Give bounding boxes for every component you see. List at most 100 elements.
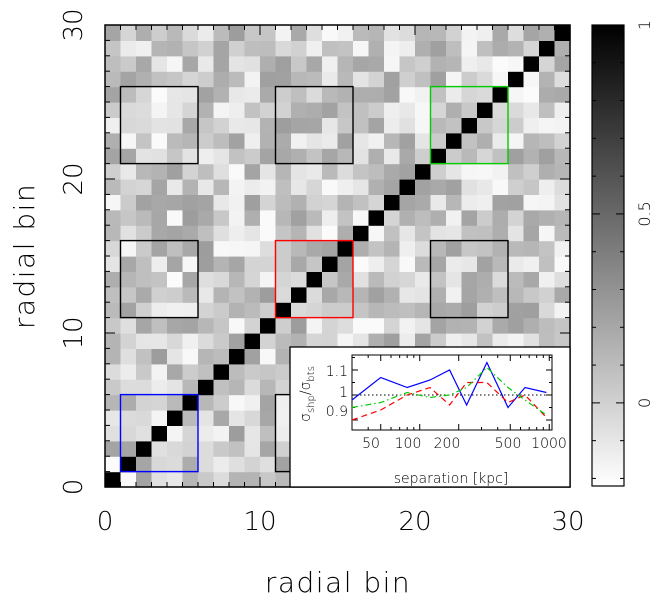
heatmap-cell: [508, 302, 525, 319]
heatmap-cell: [136, 179, 153, 195]
heatmap-cell: [120, 194, 137, 211]
heatmap-cell: [430, 86, 447, 103]
heatmap-cell: [167, 40, 184, 57]
heatmap-cell: [167, 86, 184, 103]
heatmap-cell: [260, 456, 277, 473]
heatmap-cell: [430, 286, 447, 303]
heatmap-cell: [167, 333, 184, 349]
heatmap-cell: [136, 286, 153, 303]
heatmap-cell: [306, 209, 323, 226]
heatmap-cell: [167, 471, 184, 488]
heatmap-cell: [368, 71, 385, 88]
heatmap-cell: [461, 25, 478, 41]
heatmap-cell: [182, 410, 199, 426]
heatmap-cell: [136, 256, 153, 272]
heatmap-cell: [291, 40, 308, 57]
heatmap-cell: [213, 440, 230, 457]
heatmap-cell: [353, 225, 370, 242]
heatmap-cell: [136, 148, 153, 165]
heatmap-cell: [275, 163, 292, 180]
heatmap-cell: [260, 471, 277, 488]
heatmap-cell: [461, 302, 478, 319]
heatmap-cell: [384, 271, 401, 288]
y-tick-label-0: 0: [59, 479, 89, 496]
heatmap-cell: [229, 271, 246, 288]
heatmap-cell: [244, 410, 261, 426]
heatmap-cell: [291, 225, 308, 242]
heatmap-cell: [275, 271, 292, 288]
heatmap-cell: [167, 363, 184, 380]
heatmap-cell: [105, 379, 122, 396]
heatmap-cell: [198, 148, 215, 165]
heatmap-cell: [120, 425, 137, 442]
heatmap-cell: [322, 256, 339, 272]
heatmap-cell: [198, 425, 215, 442]
x-axis-label: radial bin: [265, 566, 411, 594]
heatmap-cell: [446, 179, 463, 195]
heatmap-cell: [539, 240, 556, 257]
heatmap-cell: [306, 117, 323, 134]
heatmap-cell: [353, 317, 370, 334]
heatmap-cell: [275, 117, 292, 134]
heatmap-cell: [244, 394, 261, 411]
heatmap-cell: [260, 240, 277, 257]
heatmap-cell: [399, 286, 416, 303]
heatmap-cell: [182, 71, 199, 88]
heatmap-cell: [167, 240, 184, 257]
heatmap-cell: [260, 163, 277, 180]
colorbar-tick-label-0.5: 0.5: [635, 201, 654, 226]
heatmap-cell: [105, 25, 122, 41]
heatmap-cell: [399, 117, 416, 134]
heatmap-cell: [167, 117, 184, 134]
heatmap-cell: [151, 410, 168, 426]
heatmap-cell: [167, 148, 184, 165]
heatmap-cell: [136, 163, 153, 180]
heatmap-cell: [105, 394, 122, 411]
heatmap-cell: [229, 240, 246, 257]
heatmap-cell: [477, 117, 494, 134]
heatmap-cell: [539, 102, 556, 118]
heatmap-cell: [198, 410, 215, 426]
heatmap-cell: [554, 225, 571, 242]
heatmap-cell: [539, 163, 556, 180]
heatmap-cell: [275, 425, 292, 442]
heatmap-cell: [291, 179, 308, 195]
heatmap-cell: [508, 55, 525, 72]
heatmap-cell: [198, 194, 215, 211]
heatmap-cell: [384, 317, 401, 334]
heatmap-cell: [384, 71, 401, 88]
heatmap-cell: [136, 209, 153, 226]
heatmap-cell: [337, 163, 354, 180]
heatmap-cell: [105, 348, 122, 365]
inset-series-line-solid: [351, 361, 547, 409]
heatmap-cell: [275, 317, 292, 334]
heatmap-cell: [415, 40, 432, 57]
heatmap-cell: [415, 132, 432, 149]
heatmap-cell: [523, 240, 540, 257]
heatmap-cell: [322, 286, 339, 303]
highlight-box: [119, 239, 199, 319]
heatmap-cell: [554, 132, 571, 149]
heatmap-cell: [151, 117, 168, 134]
heatmap-cell: [182, 102, 199, 118]
heatmap-cell: [275, 55, 292, 72]
heatmap-cell: [337, 286, 354, 303]
heatmap-cell: [477, 286, 494, 303]
heatmap-cell: [554, 271, 571, 288]
heatmap-cell: [384, 333, 401, 349]
heatmap-cell: [368, 302, 385, 319]
heatmap-cell: [213, 286, 230, 303]
heatmap-cell: [477, 209, 494, 226]
heatmap-cell: [306, 132, 323, 149]
heatmap-cell: [275, 40, 292, 57]
heatmap-cell: [151, 86, 168, 103]
heatmap-cell: [539, 71, 556, 88]
heatmap-cell: [213, 117, 230, 134]
heatmap-cell: [213, 471, 230, 488]
heatmap-cell: [446, 225, 463, 242]
heatmap-cell: [415, 240, 432, 257]
heatmap-cell: [229, 179, 246, 195]
heatmap-cell: [105, 425, 122, 442]
heatmap-cell: [151, 163, 168, 180]
heatmap-cell: [353, 148, 370, 165]
